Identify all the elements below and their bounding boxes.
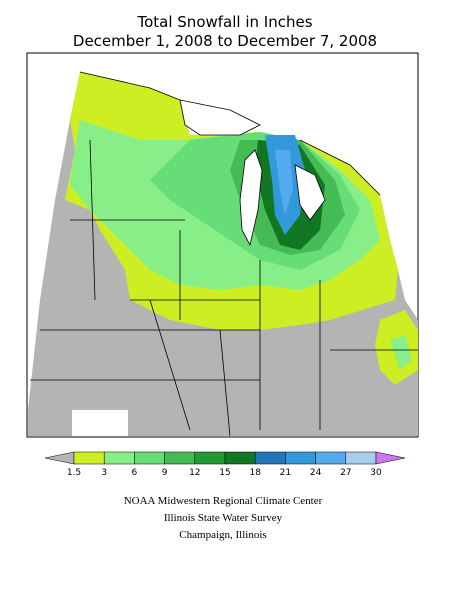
no-data — [72, 410, 128, 436]
legend-tick-label: 3 — [101, 468, 107, 478]
lake-michigan — [239, 149, 263, 247]
legend-over — [375, 451, 406, 465]
legend-swatch — [254, 451, 286, 465]
border — [79, 71, 381, 196]
legend-swatch — [164, 451, 196, 465]
legend-tick-label: 24 — [310, 468, 322, 478]
legend-tick-label: 6 — [132, 468, 138, 478]
legend-swatch — [224, 451, 256, 465]
legend-swatch — [194, 451, 226, 465]
legend-swatch — [285, 451, 316, 465]
title-line: December 1, 2008 to December 7, 2008 — [73, 32, 377, 50]
legend-tick-label: 27 — [340, 468, 351, 478]
legend-swatch — [73, 451, 105, 465]
legend-tick-label: 21 — [280, 468, 291, 478]
credit: Champaign, Illinois — [179, 529, 266, 541]
snow-region — [275, 150, 293, 215]
legend-tick-label: 18 — [249, 468, 261, 478]
legend-swatch — [103, 451, 135, 465]
legend-tick-label: 30 — [370, 468, 382, 478]
legend-swatch — [345, 451, 377, 465]
lake-superior — [179, 99, 261, 136]
lake-huron — [294, 164, 326, 221]
state-lines — [30, 139, 418, 437]
legend-tick-label: 1.5 — [67, 468, 81, 478]
legend-tick-label: 15 — [219, 468, 230, 478]
legend: 1.5 3 6 9 12 15 18 21 24 27 30 — [44, 451, 406, 478]
legend-under — [44, 451, 75, 465]
legend-swatch — [134, 451, 165, 465]
credit: Illinois State Water Survey — [164, 512, 283, 524]
legend-swatch — [315, 451, 347, 465]
legend-tick-label: 9 — [162, 468, 168, 478]
snow-region — [390, 335, 412, 370]
credit: NOAA Midwestern Regional Climate Center — [124, 495, 323, 507]
map — [26, 52, 419, 438]
legend-tick-label: 12 — [189, 468, 200, 478]
title-line: Total Snowfall in Inches — [136, 13, 312, 31]
